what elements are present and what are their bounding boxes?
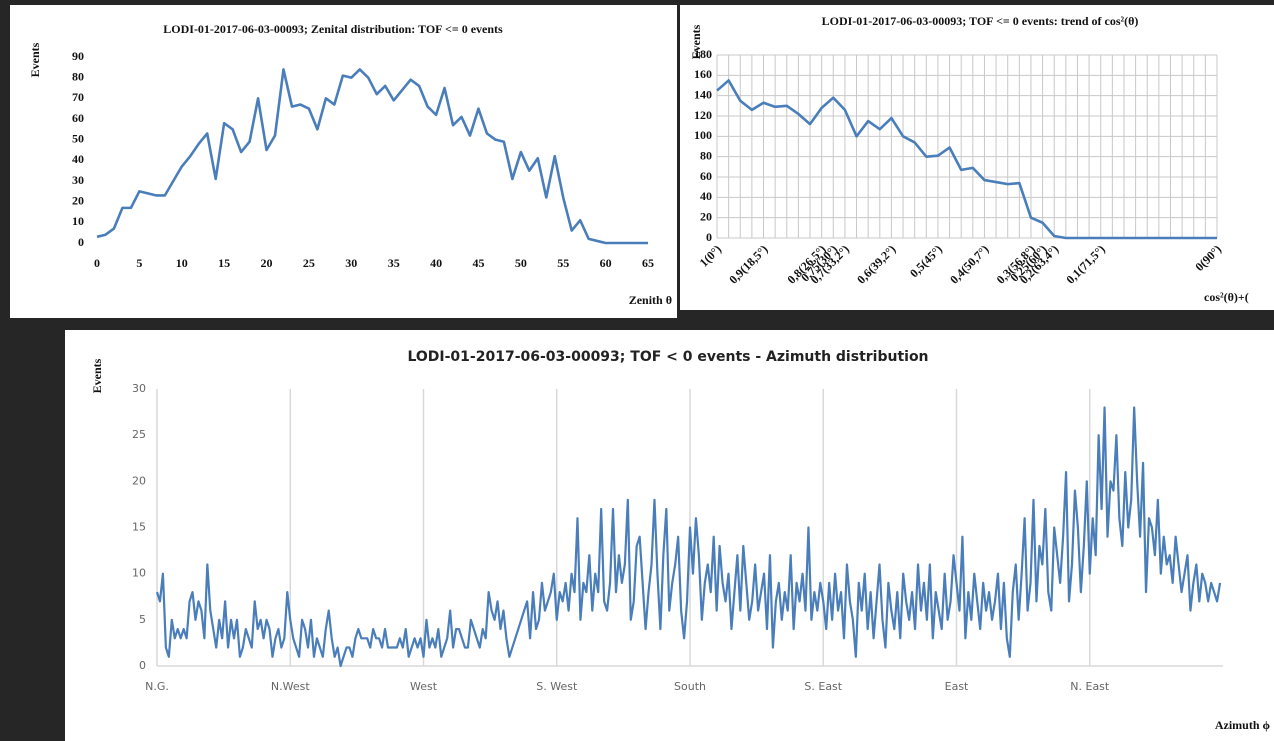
x-tick-label: 30 [345, 256, 357, 270]
y-tick-label: 160 [694, 67, 712, 81]
chart-title: LODI-01-2017-06-03-00093; TOF <= 0 event… [822, 14, 1139, 28]
data-line [155, 406, 1222, 668]
y-tick-label: 80 [700, 148, 712, 162]
y-tick-label: 70 [72, 90, 84, 104]
y-tick-label: 90 [72, 49, 84, 63]
x-tick-label: 60 [600, 256, 612, 270]
x-tick-label: 25 [303, 256, 315, 270]
y-tick-label: 180 [694, 47, 712, 61]
chart-panel: LODI-01-2017-06-03-00093; TOF <= 0 event… [680, 5, 1274, 310]
y-tick-label: 30 [72, 173, 84, 187]
y-tick-label: 0 [706, 230, 712, 244]
x-axis-label: cos²(θ)+( [1204, 290, 1249, 304]
x-tick-label: 35 [388, 256, 400, 270]
y-tick-label: 50 [72, 131, 84, 145]
x-tick-label: 15 [218, 256, 230, 270]
panel-background [10, 5, 677, 318]
x-tick-label: 10 [176, 256, 188, 270]
x-tick-label: West [410, 680, 438, 693]
y-tick-label: 5 [139, 613, 146, 626]
data-line [716, 79, 1217, 240]
y-axis-label: Events [689, 24, 703, 59]
y-axis-label: Events [90, 358, 104, 393]
y-tick-label: 0 [139, 659, 146, 672]
y-tick-label: 100 [694, 128, 712, 142]
y-tick-label: 60 [72, 111, 84, 125]
chart-panel: LODI-01-2017-06-03-00093; Zenital distri… [10, 5, 677, 318]
y-tick-label: 10 [132, 567, 146, 580]
y-tick-label: 20 [132, 474, 146, 487]
y-tick-label: 40 [72, 152, 84, 166]
y-tick-label: 80 [72, 69, 84, 83]
x-tick-label: 55 [557, 256, 569, 270]
y-tick-label: 15 [132, 521, 146, 534]
x-tick-label: 0 [94, 256, 100, 270]
data-line [96, 68, 648, 245]
x-axis-label: Azimuth ϕ [1215, 718, 1271, 732]
y-tick-label: 40 [700, 189, 712, 203]
chart-title: LODI-01-2017-06-03-00093; TOF < 0 events… [407, 349, 928, 365]
x-tick-label: South [674, 680, 706, 693]
panel-background [680, 5, 1274, 310]
y-tick-label: 30 [132, 382, 146, 395]
y-tick-label: 0 [78, 235, 84, 249]
x-tick-label: N.G. [145, 680, 169, 693]
x-tick-label: N. East [1070, 680, 1110, 693]
y-tick-label: 140 [694, 87, 712, 101]
x-tick-label: 45 [472, 256, 484, 270]
y-tick-label: 20 [700, 209, 712, 223]
x-tick-label: 5 [136, 256, 142, 270]
y-axis-label: Events [28, 42, 42, 77]
x-tick-label: S. West [536, 680, 578, 693]
y-tick-label: 20 [72, 193, 84, 207]
y-tick-label: 60 [700, 169, 712, 183]
x-tick-label: 65 [642, 256, 654, 270]
x-tick-label: N.West [271, 680, 310, 693]
chart-panel: LODI-01-2017-06-03-00093; TOF < 0 events… [65, 330, 1274, 741]
chart-title: LODI-01-2017-06-03-00093; Zenital distri… [163, 22, 503, 36]
x-axis-label: Zenith θ [629, 293, 672, 307]
y-tick-label: 120 [694, 108, 712, 122]
x-tick-label: 50 [515, 256, 527, 270]
x-tick-label: 20 [261, 256, 273, 270]
x-tick-label: East [945, 680, 969, 693]
x-tick-label: 40 [430, 256, 442, 270]
y-tick-label: 25 [132, 428, 146, 441]
x-tick-label: S. East [804, 680, 842, 693]
y-tick-label: 10 [72, 214, 84, 228]
